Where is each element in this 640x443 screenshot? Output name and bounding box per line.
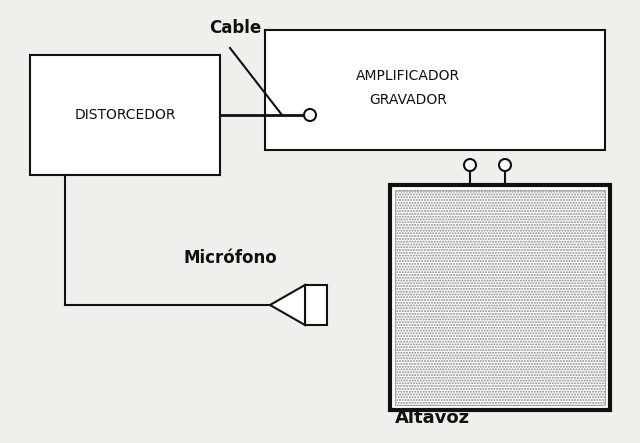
Bar <box>305 285 327 325</box>
Circle shape <box>304 109 316 121</box>
Text: AMPLIFICADOR: AMPLIFICADOR <box>356 69 460 82</box>
Bar <box>265 30 605 150</box>
Text: Altavoz: Altavoz <box>394 409 470 427</box>
Text: GRAVADOR: GRAVADOR <box>369 93 447 107</box>
Text: Micrófono: Micrófono <box>183 249 277 267</box>
Bar <box>30 55 220 175</box>
Polygon shape <box>270 285 305 325</box>
Circle shape <box>499 159 511 171</box>
Text: DISTORCEDOR: DISTORCEDOR <box>74 108 176 122</box>
Circle shape <box>464 159 476 171</box>
Text: Cable: Cable <box>209 19 261 37</box>
Bar <box>390 185 610 410</box>
Bar <box>395 190 605 405</box>
